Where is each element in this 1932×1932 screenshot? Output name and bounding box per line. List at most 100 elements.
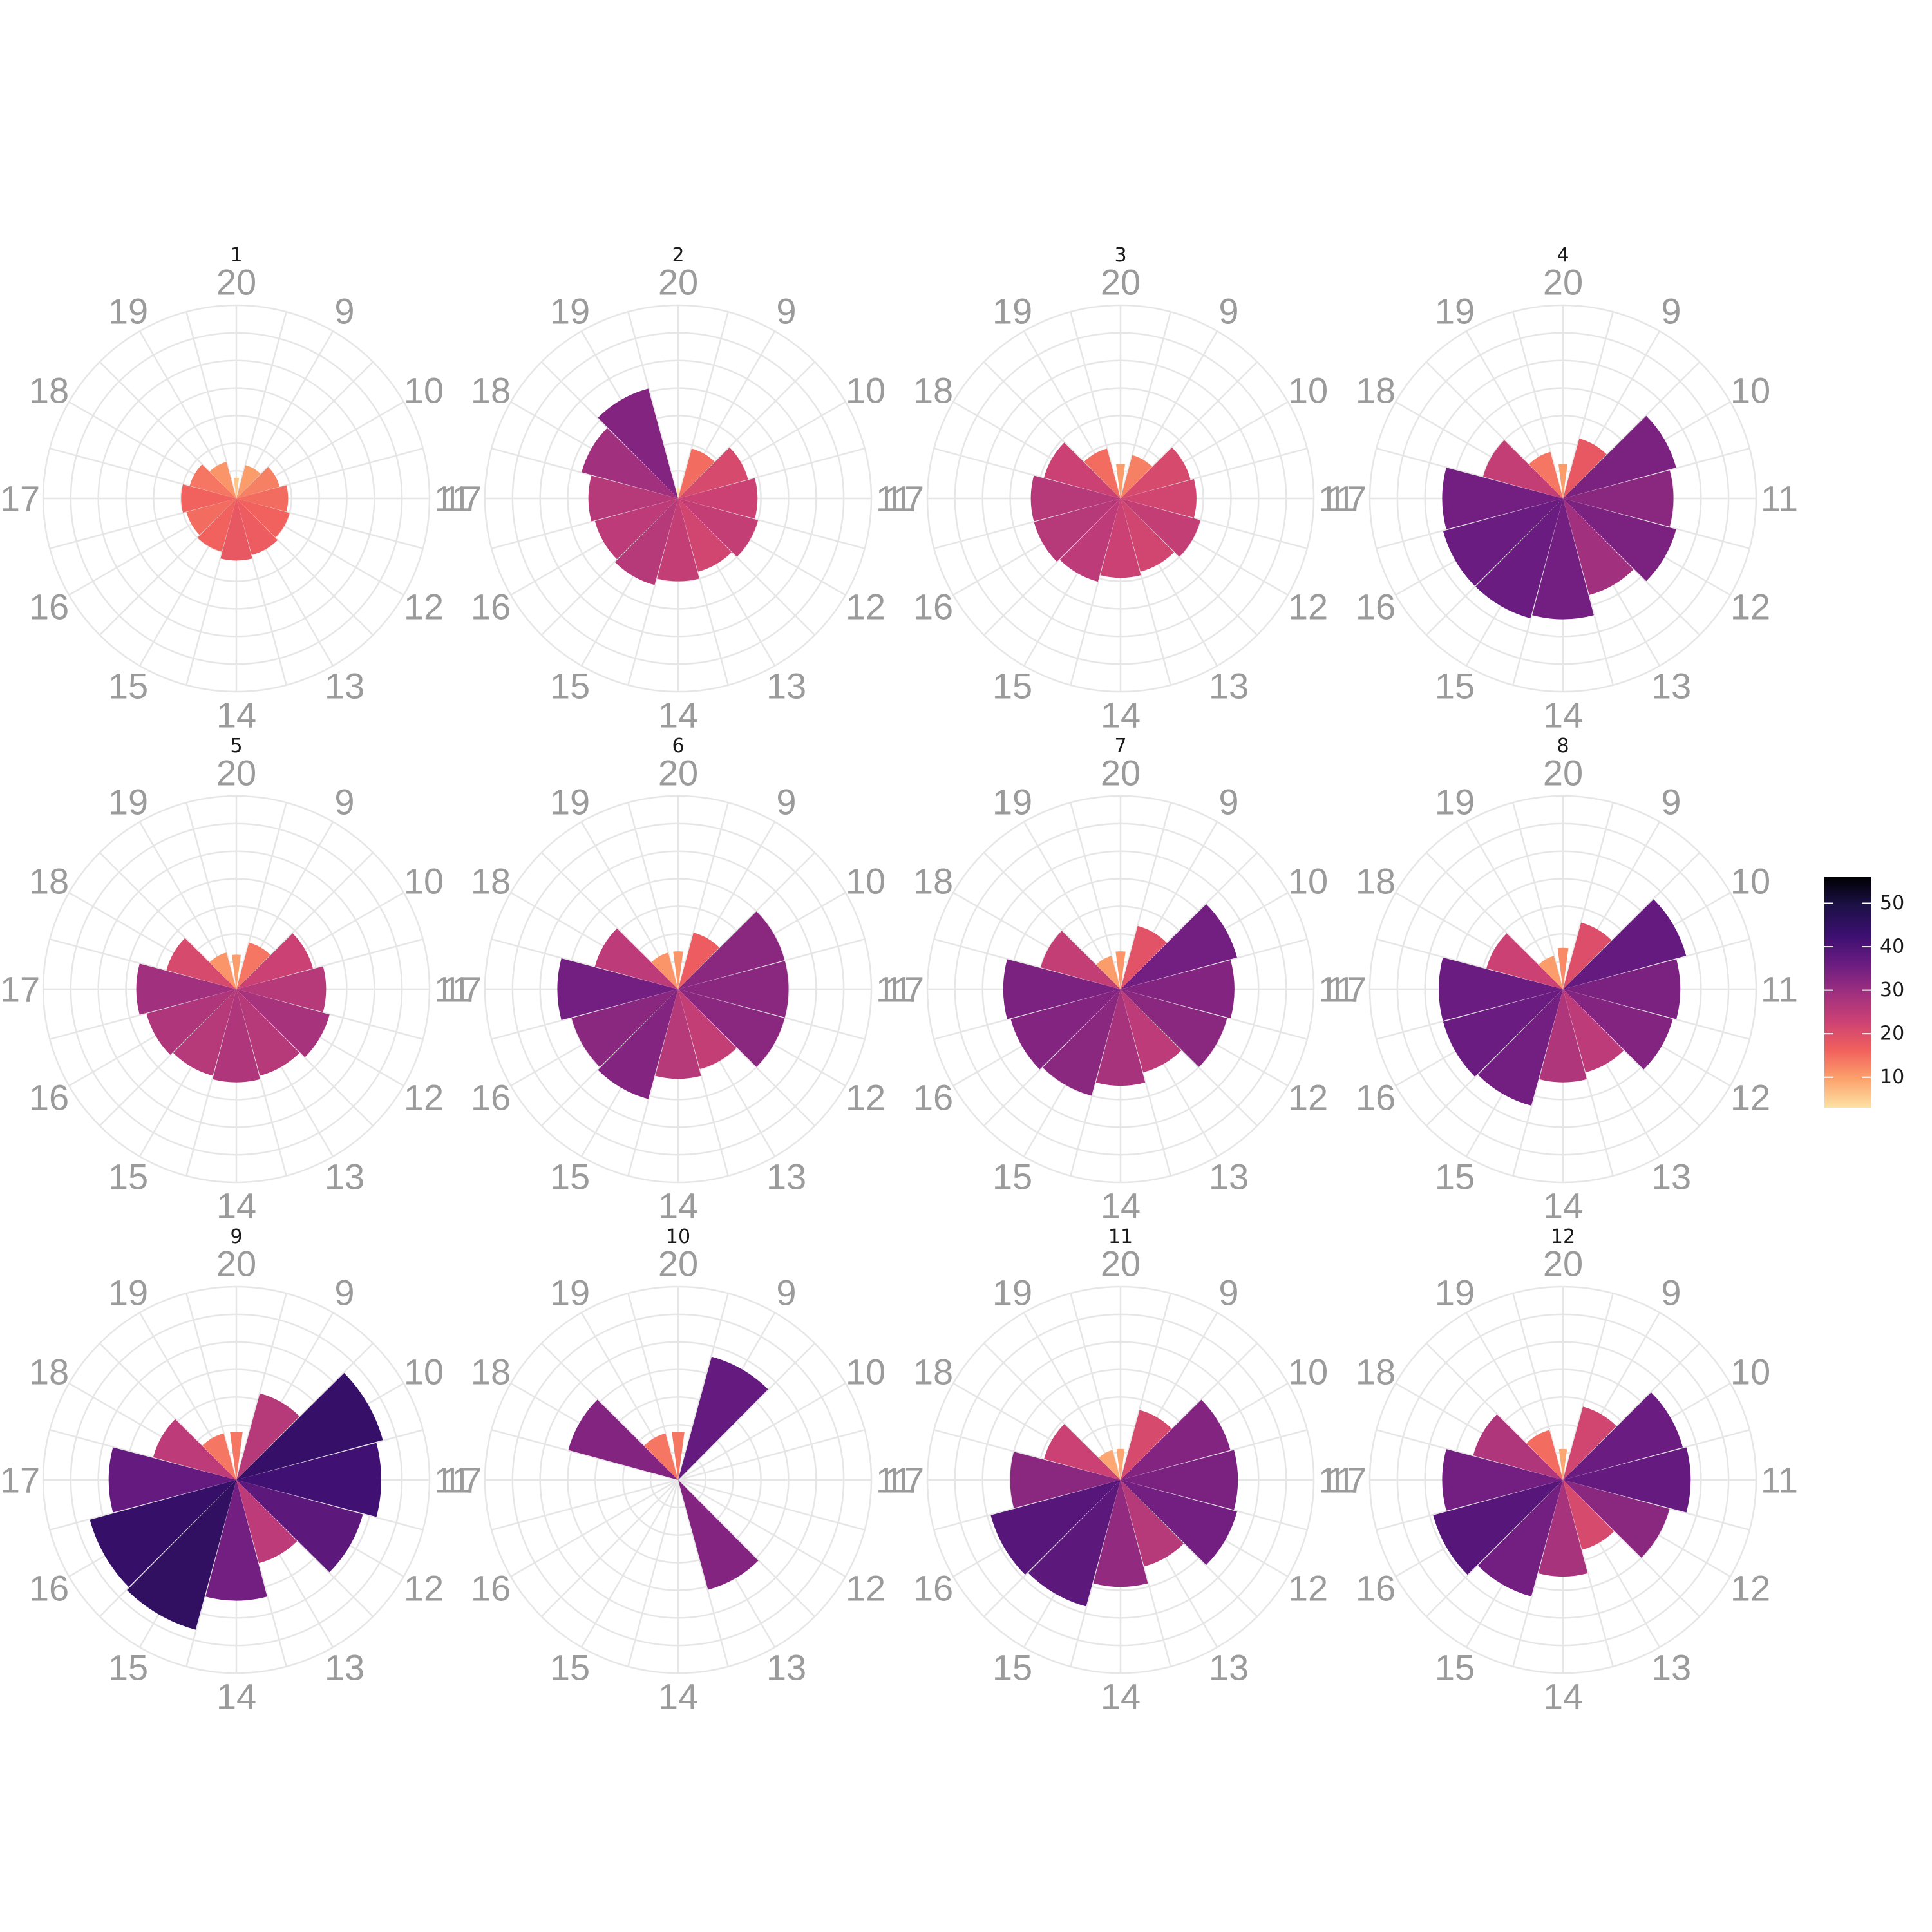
grid-spoke bbox=[1119, 1293, 1171, 1481]
bar-hour-11 bbox=[1121, 1450, 1238, 1510]
grid-spoke bbox=[627, 498, 679, 686]
bar-hour-20 bbox=[230, 1431, 243, 1480]
grid-spoke bbox=[983, 1479, 1121, 1618]
hour-label: 11 bbox=[876, 478, 913, 519]
grid-spoke bbox=[677, 1293, 729, 1481]
bar-hour-10 bbox=[236, 1372, 383, 1480]
bar-hour-18 bbox=[153, 1419, 236, 1480]
hour-label: 13 bbox=[1651, 1647, 1691, 1687]
grid-spoke bbox=[1562, 361, 1701, 499]
grid-spoke bbox=[236, 361, 374, 499]
grid-spoke bbox=[99, 1479, 237, 1618]
hour-label: 19 bbox=[550, 782, 590, 822]
hour-label: 10 bbox=[846, 1352, 886, 1392]
bar-hour-11 bbox=[1121, 960, 1235, 1019]
hour-label: 17 bbox=[1327, 478, 1367, 519]
hour-label: 9 bbox=[1661, 291, 1681, 332]
grid-spoke bbox=[677, 1479, 729, 1667]
grid-spoke bbox=[627, 989, 679, 1177]
hour-label: 10 bbox=[404, 370, 444, 411]
hour-label: 20 bbox=[1101, 1244, 1141, 1284]
bar-hour-14 bbox=[1532, 498, 1594, 620]
bar-hour-10 bbox=[1121, 904, 1237, 989]
hour-label: 15 bbox=[550, 665, 590, 706]
hour-label: 19 bbox=[108, 782, 148, 822]
grid-spoke bbox=[236, 498, 374, 636]
hour-label: 12 bbox=[846, 1077, 886, 1118]
grid-spoke bbox=[1425, 989, 1564, 1127]
hour-label: 13 bbox=[1651, 665, 1691, 706]
legend-tick-label: 40 bbox=[1880, 936, 1904, 958]
panel-title: 6 bbox=[672, 735, 684, 757]
hour-label: 17 bbox=[884, 478, 924, 519]
bar-hour-14 bbox=[655, 989, 701, 1079]
bar-hour-16 bbox=[990, 1480, 1121, 1575]
grid-spoke bbox=[1070, 802, 1122, 990]
hour-label: 17 bbox=[884, 969, 924, 1010]
bar-hour-17 bbox=[181, 484, 236, 513]
bar-hour-10 bbox=[678, 447, 748, 498]
grid-spoke bbox=[677, 1382, 846, 1481]
hour-label: 9 bbox=[776, 1273, 796, 1313]
bar-hour-13 bbox=[1563, 989, 1624, 1073]
grid-spoke bbox=[1425, 1342, 1564, 1481]
grid-spoke bbox=[1119, 802, 1171, 990]
grid-spoke bbox=[99, 361, 237, 499]
hour-label: 14 bbox=[216, 1186, 256, 1226]
hour-label: 15 bbox=[992, 665, 1032, 706]
grid-spoke bbox=[1120, 988, 1308, 1040]
grid-spoke bbox=[1376, 1429, 1564, 1481]
grid-spoke bbox=[1425, 361, 1564, 499]
bar-hour-14 bbox=[657, 498, 699, 582]
bar-hour-12 bbox=[1563, 498, 1676, 582]
hour-label: 11 bbox=[876, 969, 913, 1010]
bar-hour-9 bbox=[1563, 438, 1607, 498]
panel-3: 9 10 11 12 13 14 15 16 17 18 19 203 bbox=[884, 244, 1356, 735]
grid-spoke bbox=[677, 498, 816, 636]
bar-hour-15 bbox=[1477, 1480, 1563, 1596]
hour-label: 10 bbox=[846, 861, 886, 902]
grid-spoke bbox=[491, 938, 679, 990]
grid-spoke bbox=[1120, 938, 1308, 990]
bar-hour-13 bbox=[1121, 498, 1175, 572]
hour-label: 12 bbox=[846, 1568, 886, 1609]
grid-spoke bbox=[1119, 498, 1171, 686]
grid-spoke bbox=[236, 1479, 374, 1618]
panel-title: 1 bbox=[230, 244, 242, 267]
grid-spoke bbox=[236, 448, 424, 500]
hour-label: 9 bbox=[776, 291, 796, 332]
grid-spoke bbox=[99, 851, 237, 990]
hour-label: 13 bbox=[766, 1156, 806, 1197]
hour-label: 18 bbox=[29, 1352, 69, 1392]
bar-hour-12 bbox=[1121, 1480, 1237, 1566]
panel-title: 12 bbox=[1551, 1226, 1575, 1248]
hour-label: 14 bbox=[1101, 1676, 1141, 1717]
grid-spoke bbox=[185, 802, 238, 990]
hour-label: 16 bbox=[29, 587, 69, 627]
hour-label: 11 bbox=[1761, 478, 1798, 519]
bar-hour-16 bbox=[186, 498, 236, 535]
grid-spoke bbox=[1512, 1479, 1564, 1667]
hour-label: 15 bbox=[108, 665, 148, 706]
hour-label: 14 bbox=[1543, 1676, 1583, 1717]
grid-spoke bbox=[933, 988, 1121, 1040]
grid-spoke bbox=[627, 311, 679, 499]
hour-label: 19 bbox=[108, 291, 148, 332]
grid-spoke bbox=[1376, 1479, 1564, 1531]
bar-hour-16 bbox=[1034, 498, 1121, 562]
grid-spoke bbox=[677, 989, 816, 1127]
hour-label: 18 bbox=[471, 861, 511, 902]
panel-title: 8 bbox=[1557, 735, 1569, 757]
grid-spoke bbox=[235, 311, 287, 499]
hour-label: 18 bbox=[1356, 861, 1396, 902]
grid-spoke bbox=[677, 988, 866, 1040]
grid-spoke bbox=[1425, 851, 1564, 990]
grid-spoke bbox=[540, 498, 679, 636]
bar-hour-15 bbox=[127, 1480, 236, 1630]
grid-spoke bbox=[677, 361, 816, 499]
bar-hour-9 bbox=[1121, 1410, 1172, 1480]
bar-hour-16 bbox=[146, 989, 236, 1055]
grid-spoke bbox=[540, 361, 679, 499]
hour-label: 19 bbox=[992, 782, 1032, 822]
